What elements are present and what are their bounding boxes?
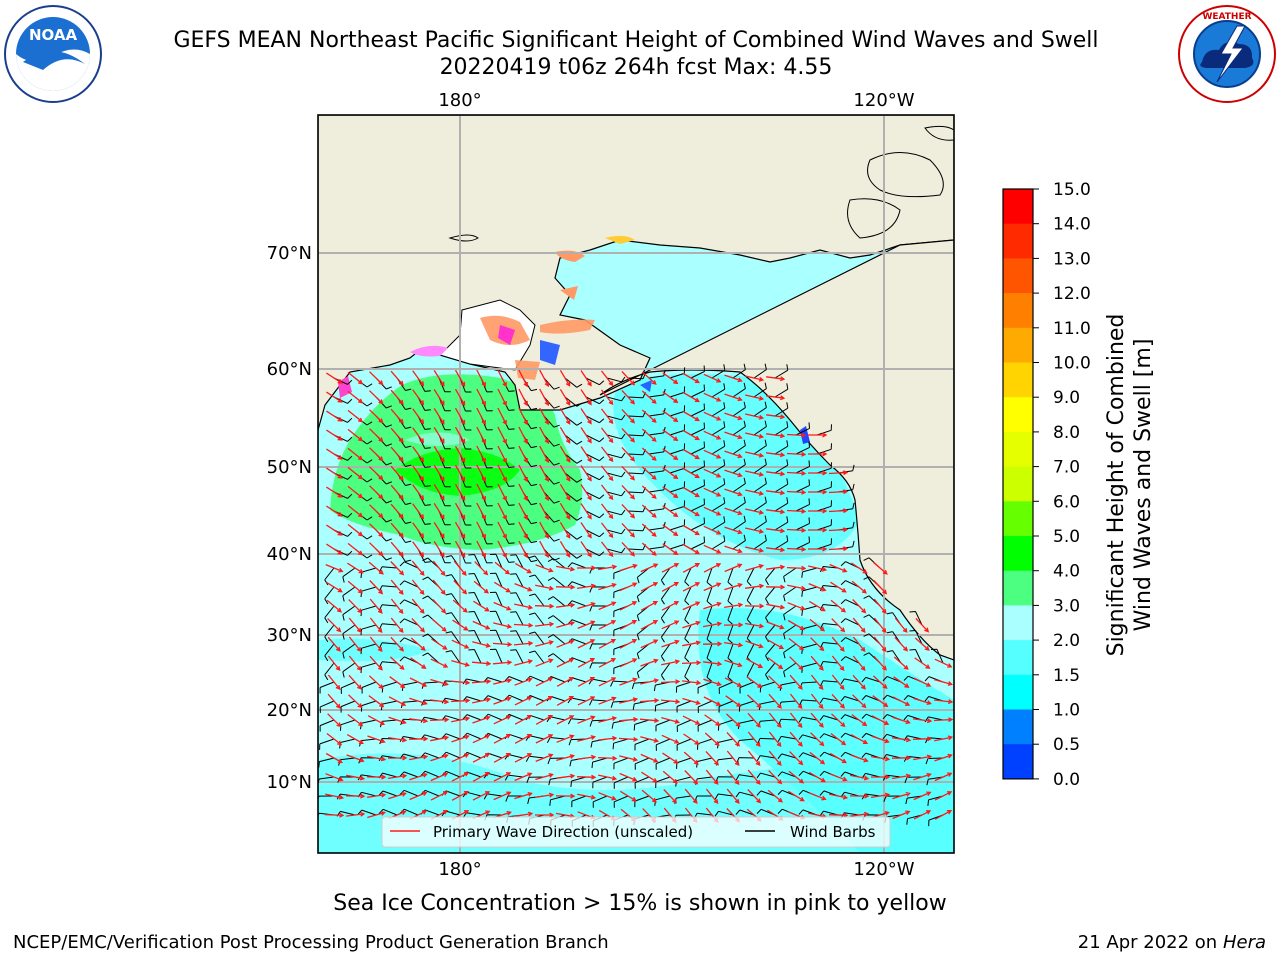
- map-frame: [317, 114, 955, 854]
- colorbar-segment: [1003, 223, 1033, 259]
- footer-credit: NCEP/EMC/Verification Post Processing Pr…: [13, 932, 609, 953]
- colorbar-frame: [1002, 188, 1034, 780]
- colorbar-tick-label: 6.0: [1053, 492, 1080, 512]
- colorbar-segment: [1003, 327, 1033, 363]
- chart-title: GEFS MEAN Northeast Pacific Significant …: [173, 28, 1099, 53]
- colorbar-tick-label: 1.0: [1053, 701, 1080, 721]
- colorbar-tick-label: 11.0: [1053, 319, 1091, 339]
- svg-text:NOAA: NOAA: [29, 26, 78, 44]
- top-lon-label: 180°: [438, 90, 481, 111]
- colorbar-tick-label: 13.0: [1053, 249, 1091, 269]
- graticule: [318, 115, 954, 853]
- noaa-logo: NOAA: [4, 5, 102, 103]
- colorbar-segment: [1003, 674, 1033, 710]
- wave-direction-arrows: [324, 369, 954, 824]
- lat-label: 50°N: [267, 457, 312, 478]
- footer-date: 21 Apr 2022 on Hera: [1078, 932, 1266, 953]
- lat-label: 30°N: [267, 625, 312, 646]
- colorbar-segment: [1003, 189, 1033, 225]
- colorbar-segment: [1003, 744, 1033, 780]
- colorbar-tick-label: 8.0: [1053, 423, 1080, 443]
- colorbar-tick-label: 2.0: [1053, 631, 1080, 651]
- svg-text:WEATHER: WEATHER: [1202, 12, 1251, 22]
- colorbar-tick-label: 3.0: [1053, 596, 1080, 616]
- colorbar-tick-label: 0.5: [1053, 735, 1080, 755]
- footer-host: Hera: [1222, 932, 1266, 953]
- lat-label: 10°N: [267, 772, 312, 793]
- map-legend: Primary Wave Direction (unscaled) Wind B…: [381, 816, 891, 848]
- legend-barb-label: Wind Barbs: [790, 823, 876, 841]
- colorbar-tick-label: 15.0: [1053, 180, 1091, 200]
- colorbar-tick-label: 14.0: [1053, 215, 1091, 235]
- colorbar-segment: [1003, 536, 1033, 572]
- colorbar-tick-label: 5.0: [1053, 527, 1080, 547]
- bottom-lon-label: 180°: [438, 859, 481, 880]
- map-area: Primary Wave Direction (unscaled) Wind B…: [318, 115, 954, 853]
- colorbar-segment: [1003, 293, 1033, 329]
- colorbar-tick-label: 9.0: [1053, 388, 1080, 408]
- bottom-lon-label: 120°W: [853, 859, 914, 880]
- colorbar-tick-label: 10.0: [1053, 354, 1091, 374]
- legend-wave-label: Primary Wave Direction (unscaled): [433, 823, 693, 841]
- colorbar-tick-label: 0.0: [1053, 770, 1080, 790]
- lat-label: 20°N: [267, 700, 312, 721]
- colorbar-label-line1: Significant Height of Combined: [1104, 313, 1129, 657]
- top-lon-label: 120°W: [853, 90, 914, 111]
- swell-peak: [395, 448, 520, 496]
- lat-label: 60°N: [267, 359, 312, 380]
- colorbar-segment: [1003, 605, 1033, 641]
- colorbar-segment: [1003, 640, 1033, 676]
- colorbar-segment: [1003, 258, 1033, 294]
- colorbar-tick-label: 4.0: [1053, 562, 1080, 582]
- chart-subtitle: 20220419 t06z 264h fcst Max: 4.55: [439, 55, 833, 80]
- colorbar-segment: [1003, 466, 1033, 502]
- colorbar-label-line2: Wind Waves and Swell [m]: [1131, 338, 1156, 632]
- wave-arrow-field: [324, 369, 954, 824]
- colorbar-segment: [1003, 397, 1033, 433]
- lat-label: 40°N: [267, 544, 312, 565]
- colorbar-tick-label: 7.0: [1053, 458, 1080, 478]
- colorbar-segment: [1003, 431, 1033, 468]
- colorbar-segment: [1003, 362, 1033, 398]
- nws-logo: WEATHER: [1178, 5, 1276, 103]
- colorbar-segment: [1003, 570, 1033, 606]
- colorbar-segment: [1003, 709, 1033, 745]
- colorbar-tick-label: 12.0: [1053, 284, 1091, 304]
- lat-label: 70°N: [267, 243, 312, 264]
- sea-ice: [338, 235, 810, 444]
- colorbar-segment: [1003, 501, 1033, 537]
- footer-date-text: 21 Apr 2022 on: [1077, 932, 1218, 953]
- colorbar: 15.0 14.0 13.0 12.0 11.0 10.0 9.0 8.0 7.0 6.0 5.0 4…: [1002, 180, 1091, 790]
- sea-ice-caption: Sea Ice Concentration > 15% is shown in …: [333, 891, 947, 916]
- colorbar-tick-label: 1.5: [1053, 666, 1080, 686]
